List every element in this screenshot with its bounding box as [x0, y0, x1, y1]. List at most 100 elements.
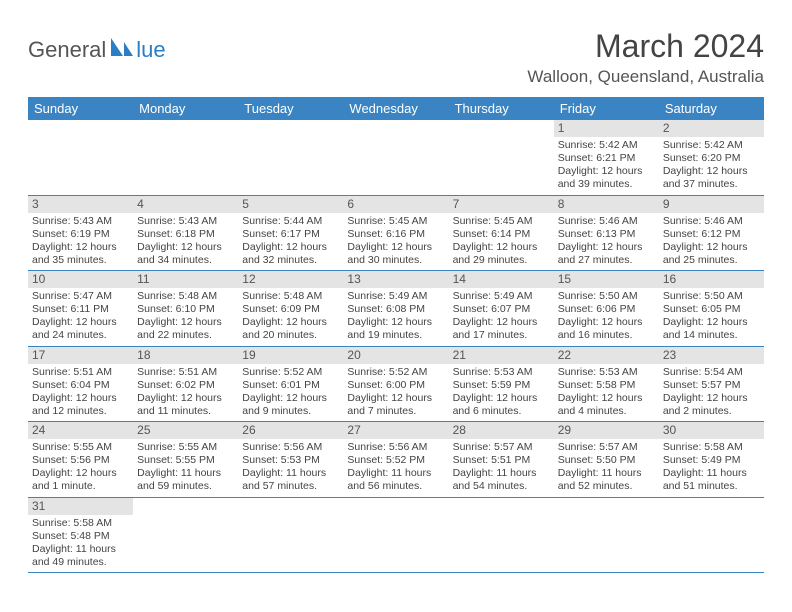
day-text: Sunrise: 5:52 AM [347, 366, 444, 379]
day-number: 24 [28, 422, 133, 439]
day-text: and 19 minutes. [347, 329, 444, 342]
day-cell [238, 120, 343, 195]
day-text: and 2 minutes. [663, 405, 760, 418]
day-body: Sunrise: 5:48 AMSunset: 6:10 PMDaylight:… [133, 288, 238, 346]
day-text: Sunrise: 5:53 AM [453, 366, 550, 379]
day-text: and 56 minutes. [347, 480, 444, 493]
title-block: March 2024 Walloon, Queensland, Australi… [527, 28, 764, 87]
day-text: Sunset: 5:51 PM [453, 454, 550, 467]
week-row: 17Sunrise: 5:51 AMSunset: 6:04 PMDayligh… [28, 347, 764, 423]
day-text: Daylight: 11 hours [32, 543, 129, 556]
day-text: and 20 minutes. [242, 329, 339, 342]
day-text: and 57 minutes. [242, 480, 339, 493]
day-text: Sunrise: 5:48 AM [242, 290, 339, 303]
day-number: 4 [133, 196, 238, 213]
day-text: Sunrise: 5:42 AM [663, 139, 760, 152]
day-text: Sunrise: 5:57 AM [453, 441, 550, 454]
day-body: Sunrise: 5:52 AMSunset: 6:01 PMDaylight:… [238, 364, 343, 422]
day-body: Sunrise: 5:50 AMSunset: 6:06 PMDaylight:… [554, 288, 659, 346]
day-text: Sunset: 6:01 PM [242, 379, 339, 392]
day-text: Daylight: 12 hours [242, 316, 339, 329]
day-cell: 28 Sunrise: 5:57 AMSunset: 5:51 PMDayligh… [449, 422, 554, 497]
day-number: 23 [659, 347, 764, 364]
day-body: Sunrise: 5:47 AMSunset: 6:11 PMDaylight:… [28, 288, 133, 346]
day-number: 16 [659, 271, 764, 288]
day-text: Sunrise: 5:47 AM [32, 290, 129, 303]
day-text: Daylight: 12 hours [558, 316, 655, 329]
day-text: and 22 minutes. [137, 329, 234, 342]
day-number: 8 [554, 196, 659, 213]
day-text: Sunrise: 5:55 AM [137, 441, 234, 454]
day-number: 27 [343, 422, 448, 439]
day-cell: 27Sunrise: 5:56 AMSunset: 5:52 PMDayligh… [343, 422, 448, 497]
day-body: Sunrise: 5:52 AMSunset: 6:00 PMDaylight:… [343, 364, 448, 422]
day-body: Sunrise: 5:46 AMSunset: 6:12 PMDaylight:… [659, 213, 764, 271]
day-text: Sunset: 6:18 PM [137, 228, 234, 241]
day-text: Sunrise: 5:46 AM [558, 215, 655, 228]
day-cell: 1Sunrise: 5:42 AMSunset: 6:21 PMDaylight… [554, 120, 659, 195]
day-text: Daylight: 12 hours [663, 392, 760, 405]
weekday-header: Thursday [449, 97, 554, 120]
day-body: Sunrise: 5:53 AMSunset: 5:58 PMDaylight:… [554, 364, 659, 422]
day-number: 7 [449, 196, 554, 213]
day-cell [28, 120, 133, 195]
day-text: Sunset: 5:57 PM [663, 379, 760, 392]
day-text: Sunset: 6:07 PM [453, 303, 550, 316]
day-text: Sunset: 6:16 PM [347, 228, 444, 241]
day-body: Sunrise: 5:49 AMSunset: 6:08 PMDaylight:… [343, 288, 448, 346]
day-text: Sunrise: 5:53 AM [558, 366, 655, 379]
day-text: and 11 minutes. [137, 405, 234, 418]
day-cell: 24Sunrise: 5:55 AMSunset: 5:56 PMDayligh… [28, 422, 133, 497]
day-body: Sunrise: 5:54 AMSunset: 5:57 PMDaylight:… [659, 364, 764, 422]
logo-text-blue: lue [136, 37, 165, 63]
page-title: March 2024 [527, 28, 764, 65]
day-text: Sunset: 6:00 PM [347, 379, 444, 392]
weekday-header: Tuesday [238, 97, 343, 120]
day-number: 13 [343, 271, 448, 288]
day-text: Daylight: 12 hours [347, 316, 444, 329]
day-text: Sunrise: 5:42 AM [558, 139, 655, 152]
location: Walloon, Queensland, Australia [527, 67, 764, 87]
day-text: Daylight: 11 hours [663, 467, 760, 480]
day-text: Sunrise: 5:49 AM [347, 290, 444, 303]
day-body: Sunrise: 5:56 AMSunset: 5:52 PMDaylight:… [343, 439, 448, 497]
day-text: Sunset: 6:09 PM [242, 303, 339, 316]
day-text: Daylight: 12 hours [32, 316, 129, 329]
day-text: Sunrise: 5:45 AM [453, 215, 550, 228]
day-text: Sunrise: 5:58 AM [32, 517, 129, 530]
day-cell: 22Sunrise: 5:53 AMSunset: 5:58 PMDayligh… [554, 347, 659, 422]
day-cell [554, 498, 659, 573]
day-body: Sunrise: 5:44 AMSunset: 6:17 PMDaylight:… [238, 213, 343, 271]
day-body: Sunrise: 5:58 AMSunset: 5:48 PMDaylight:… [28, 515, 133, 573]
day-text: Sunrise: 5:48 AM [137, 290, 234, 303]
day-cell: 6Sunrise: 5:45 AMSunset: 6:16 PMDaylight… [343, 196, 448, 271]
day-cell: 26Sunrise: 5:56 AMSunset: 5:53 PMDayligh… [238, 422, 343, 497]
day-text: Sunset: 6:08 PM [347, 303, 444, 316]
day-text: Sunset: 5:52 PM [347, 454, 444, 467]
day-text: Sunset: 6:05 PM [663, 303, 760, 316]
day-text: Daylight: 12 hours [32, 467, 129, 480]
day-text: Sunset: 5:49 PM [663, 454, 760, 467]
day-text: and 37 minutes. [663, 178, 760, 191]
day-text: and 4 minutes. [558, 405, 655, 418]
day-text: Daylight: 12 hours [453, 241, 550, 254]
day-cell: 13Sunrise: 5:49 AMSunset: 6:08 PMDayligh… [343, 271, 448, 346]
day-text: Sunrise: 5:51 AM [32, 366, 129, 379]
day-text: Sunset: 5:59 PM [453, 379, 550, 392]
day-cell: 14Sunrise: 5:49 AMSunset: 6:07 PMDayligh… [449, 271, 554, 346]
day-cell: 23Sunrise: 5:54 AMSunset: 5:57 PMDayligh… [659, 347, 764, 422]
day-text: Daylight: 12 hours [347, 392, 444, 405]
day-text: and 32 minutes. [242, 254, 339, 267]
weekday-header-row: SundayMondayTuesdayWednesdayThursdayFrid… [28, 97, 764, 120]
day-text: Daylight: 11 hours [453, 467, 550, 480]
day-cell: 2Sunrise: 5:42 AMSunset: 6:20 PMDaylight… [659, 120, 764, 195]
day-text: Daylight: 12 hours [558, 392, 655, 405]
day-text: and 39 minutes. [558, 178, 655, 191]
week-row: 31Sunrise: 5:58 AMSunset: 5:48 PMDayligh… [28, 498, 764, 574]
day-cell: 8Sunrise: 5:46 AMSunset: 6:13 PMDaylight… [554, 196, 659, 271]
day-text: Sunset: 6:21 PM [558, 152, 655, 165]
day-number: 28 [449, 422, 554, 439]
day-text: Daylight: 12 hours [663, 316, 760, 329]
day-text: Sunrise: 5:58 AM [663, 441, 760, 454]
day-number: 20 [343, 347, 448, 364]
